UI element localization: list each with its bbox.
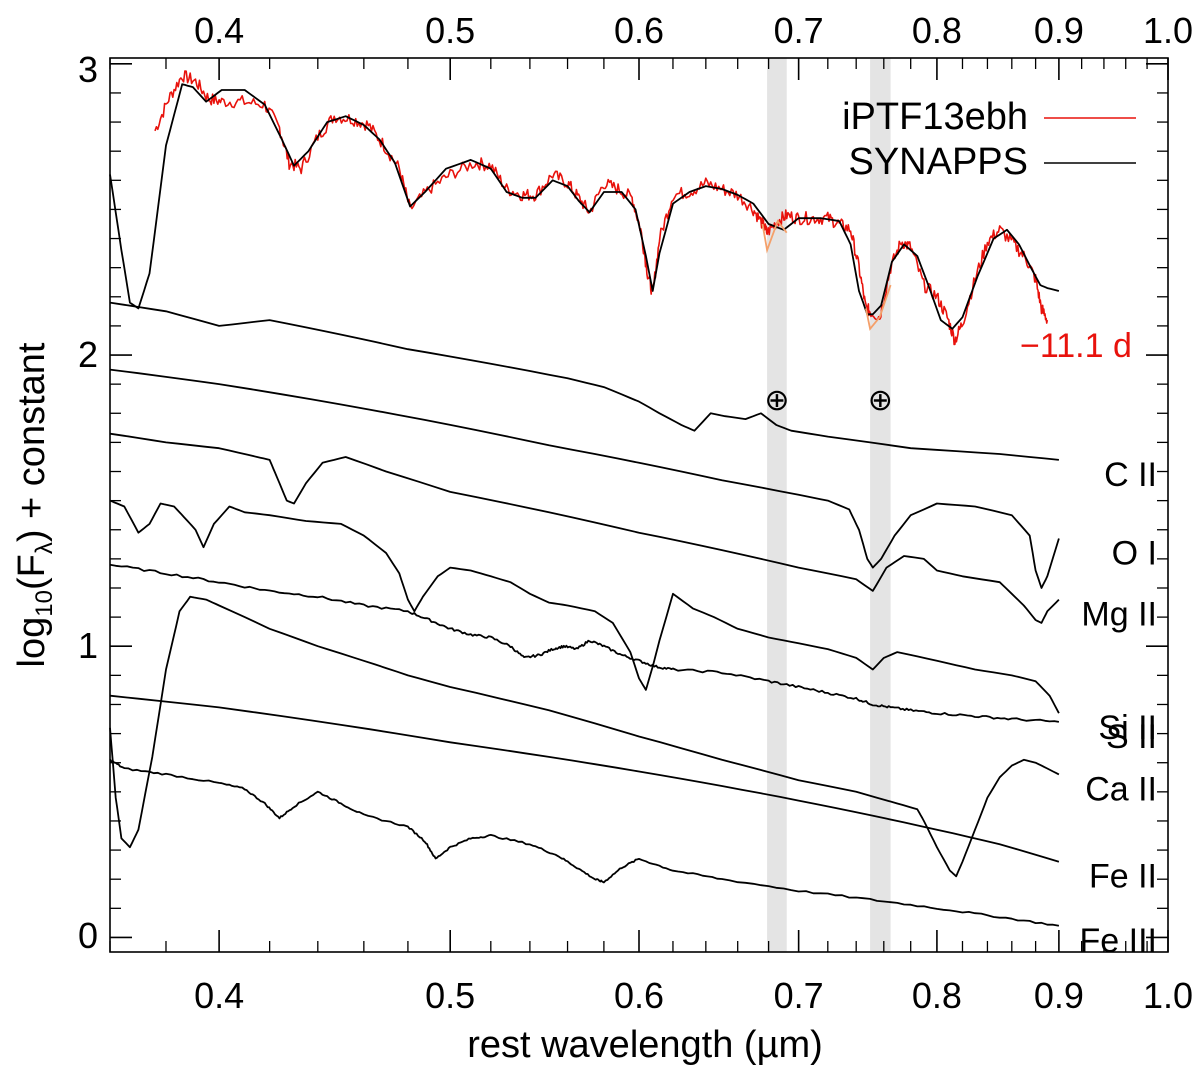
y-label-base: 10 <box>31 590 58 617</box>
series-line-s-ii <box>109 563 1060 723</box>
series-label-ca-ii: Ca II <box>1085 770 1157 808</box>
x-tick-label-bottom: 0.5 <box>425 975 475 1016</box>
telluric-band-2 <box>870 58 891 952</box>
y-tick-label: 3 <box>78 49 98 90</box>
x-tick-label-top: 0.5 <box>425 10 475 51</box>
y-tick-label: 2 <box>78 334 98 375</box>
series-line-si-ii <box>109 499 1060 714</box>
x-tick-label-bottom: 0.6 <box>614 975 664 1016</box>
x-axis-label: rest wavelength (µm) <box>467 1024 823 1066</box>
y-label-lambda: λ <box>31 542 58 554</box>
series-label-si-ii: Si II <box>1098 709 1157 747</box>
telluric-markers: ⊕ ⊕ <box>764 384 893 417</box>
telluric-bands <box>767 58 891 952</box>
x-tick-label-top: 1.0 <box>1143 10 1193 51</box>
legend: iPTF13ebh SYNAPPS <box>842 96 1136 183</box>
spectra-series <box>109 70 1060 927</box>
telluric-band-1 <box>767 58 787 952</box>
x-tick-label-top: 0.8 <box>912 10 962 51</box>
legend-label-observed: iPTF13ebh <box>842 96 1028 138</box>
series-label-fe-ii: Fe II <box>1089 858 1157 896</box>
y-label-flux: (F <box>11 554 53 590</box>
series-label-mg-ii: Mg II <box>1081 596 1157 634</box>
y-axis-label: log10(Fλ) + constant <box>11 342 58 667</box>
series-label-s-ii: S II <box>1106 718 1157 756</box>
series-label-o-i: O I <box>1112 534 1157 572</box>
series-line-fe-ii <box>109 694 1060 863</box>
x-tick-label-top: 0.4 <box>194 10 244 51</box>
series-label-fe-iii: Fe III <box>1080 922 1157 960</box>
series-line-fe-iii <box>109 758 1060 927</box>
x-tick-label-bottom: 0.8 <box>912 975 962 1016</box>
series-line-synapps <box>109 83 1060 330</box>
plot-frame <box>109 57 1169 953</box>
axis-ticks <box>109 58 1169 952</box>
telluric-symbol-1: ⊕ <box>764 384 789 417</box>
y-tick-label: 1 <box>78 625 98 666</box>
legend-label-model: SYNAPPS <box>848 141 1028 183</box>
series-line-mg-ii <box>109 432 1060 624</box>
phase-label: −11.1 d <box>1020 327 1132 365</box>
axis-tick-labels: 0.4 0.4 0.5 0.5 0.6 0.6 0.7 0.7 0.8 0.8 0.9 0.9 1.0 1… <box>78 10 1193 1016</box>
telluric-symbol-2: ⊕ <box>868 384 893 417</box>
series-label-c-ii: C II <box>1104 456 1157 494</box>
x-tick-label-bottom: 0.9 <box>1034 975 1084 1016</box>
x-tick-label-top: 0.6 <box>614 10 664 51</box>
telluric-flux-segment-1 <box>761 219 788 254</box>
x-tick-label-bottom: 0.7 <box>774 975 824 1016</box>
series-labels: C II O I Mg II Si IIS II Ca II Fe II Fe III <box>1080 456 1157 960</box>
y-tick-label: 0 <box>78 915 98 956</box>
y-label-constant: ) + constant <box>11 342 53 542</box>
x-tick-label-bottom: 0.4 <box>194 975 244 1016</box>
y-label-log: log <box>11 617 53 668</box>
x-tick-label-top: 0.7 <box>774 10 824 51</box>
series-line-c-ii <box>109 301 1059 461</box>
series-line-o-i <box>109 368 1060 589</box>
series-line-ca-ii <box>109 595 1060 878</box>
telluric-flux-segment-2 <box>865 284 892 331</box>
x-tick-label-top: 0.9 <box>1034 10 1084 51</box>
x-tick-label-bottom: 1.0 <box>1143 975 1193 1016</box>
